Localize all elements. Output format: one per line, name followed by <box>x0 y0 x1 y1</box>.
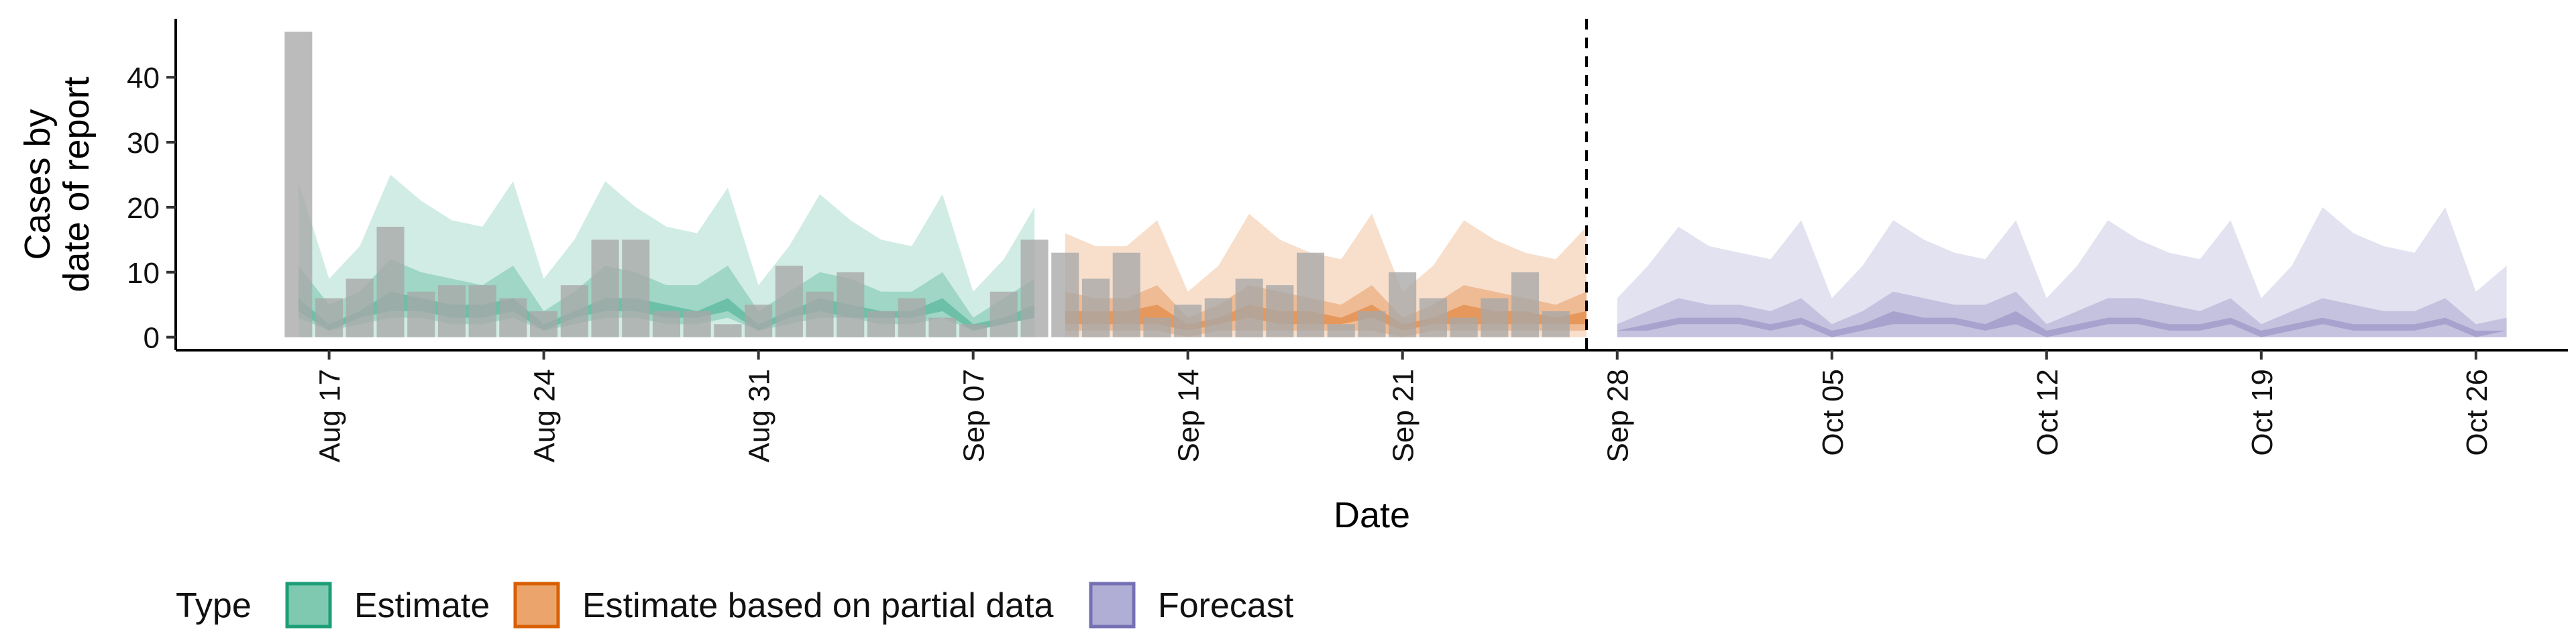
x-tick-label: Sep 28 <box>1602 369 1635 462</box>
x-axis-ticks: Aug 17 Aug 24 Aug 31 Sep 07 Sep 14 Sep 21 Sep … <box>314 350 2493 462</box>
reported-case-bar <box>1082 278 1110 337</box>
legend-key-estimate <box>285 582 332 629</box>
reported-case-bar <box>989 291 1018 337</box>
ribbon-forecast-inner <box>1617 311 2507 337</box>
reported-case-bar <box>560 285 588 337</box>
legend-key-forecast <box>1089 582 1136 629</box>
x-tick-label: Oct 12 <box>2031 369 2064 456</box>
reported-case-bar <box>622 239 650 337</box>
reported-case-bar <box>1327 324 1355 337</box>
x-tick-label: Aug 24 <box>529 369 561 462</box>
reported-case-bar <box>652 311 680 337</box>
reported-case-bar <box>775 266 803 337</box>
y-tick-label: 30 <box>127 127 160 160</box>
reported-case-bar <box>1235 278 1263 337</box>
reported-case-bar <box>867 311 895 337</box>
y-axis-ticks: 0 10 20 30 40 <box>127 62 176 355</box>
x-axis-title: Date <box>1334 495 1410 535</box>
x-tick-label: Sep 21 <box>1387 369 1420 462</box>
reported-case-bar <box>530 311 558 337</box>
reported-case-bar <box>437 285 466 337</box>
x-tick-label: Sep 07 <box>958 369 991 462</box>
reported-case-bar <box>1358 311 1386 337</box>
reported-case-bar <box>1051 252 1079 337</box>
y-axis-title-line: Cases by <box>17 109 58 260</box>
reported-case-bar <box>407 291 435 337</box>
reported-case-bar <box>315 298 343 337</box>
reported-case-bar <box>1174 305 1202 337</box>
reported-case-bar <box>745 305 773 337</box>
x-tick-label: Aug 31 <box>743 369 776 462</box>
reported-case-bar <box>1266 285 1294 337</box>
reported-case-bar <box>898 298 926 337</box>
reported-case-bar <box>837 272 865 337</box>
reported-case-bar <box>806 291 834 337</box>
reported-case-bar <box>1542 311 1570 337</box>
ribbon-forecast-mid <box>1617 291 2507 337</box>
reported-case-bar <box>468 285 496 337</box>
ribbon-estimate-inner <box>298 291 1035 331</box>
legend-key-estimate-based-on-partial-data <box>513 582 560 629</box>
axes: 0 10 20 30 40 Aug 17 Aug 24 Aug 31 Sep 07 Sep 14… <box>127 19 2568 462</box>
reported-case-bar <box>714 324 742 337</box>
y-tick-label: 40 <box>127 62 160 95</box>
legend-label: Estimate <box>354 586 490 625</box>
reported-case-bar <box>1112 252 1140 337</box>
x-tick-label: Oct 26 <box>2461 369 2493 456</box>
y-tick-label: 10 <box>127 257 160 290</box>
reported-case-bar <box>1450 317 1478 337</box>
y-tick-label: 20 <box>127 192 160 225</box>
plot-panel <box>284 19 2507 350</box>
x-tick-label: Sep 14 <box>1173 369 1205 462</box>
reported-case-bar <box>1297 252 1325 337</box>
reported-case-bar <box>1143 317 1171 337</box>
x-tick-label: Oct 05 <box>1817 369 1849 456</box>
reported-case-bar <box>376 227 405 337</box>
reported-case-bar <box>1204 298 1232 337</box>
y-axis-title-line: date of report <box>56 76 97 292</box>
x-tick-label: Oct 19 <box>2246 369 2279 456</box>
legend: Type Estimate Estimate based on partial da… <box>176 582 1294 629</box>
bar-layer <box>284 32 1570 337</box>
reported-case-bar <box>928 317 957 337</box>
legend-label: Estimate based on partial data <box>582 586 1054 625</box>
reported-case-bar <box>1389 272 1417 337</box>
reported-case-bar <box>1419 298 1447 337</box>
reported-case-bar <box>591 239 619 337</box>
ribbon-forecast-outer <box>1617 207 2507 337</box>
reported-case-bar <box>959 324 987 337</box>
legend-title: Type <box>176 586 252 625</box>
reported-case-bar <box>345 278 374 337</box>
reported-case-bar <box>683 311 711 337</box>
reported-case-bar <box>1020 239 1049 337</box>
y-tick-label: 0 <box>144 322 160 355</box>
x-tick-label: Aug 17 <box>314 369 347 462</box>
reported-case-bar <box>1511 272 1540 337</box>
reported-case-bar <box>1481 298 1509 337</box>
reported-case-bar <box>284 32 313 337</box>
legend-label: Forecast <box>1158 586 1294 625</box>
reported-case-bar <box>499 298 527 337</box>
